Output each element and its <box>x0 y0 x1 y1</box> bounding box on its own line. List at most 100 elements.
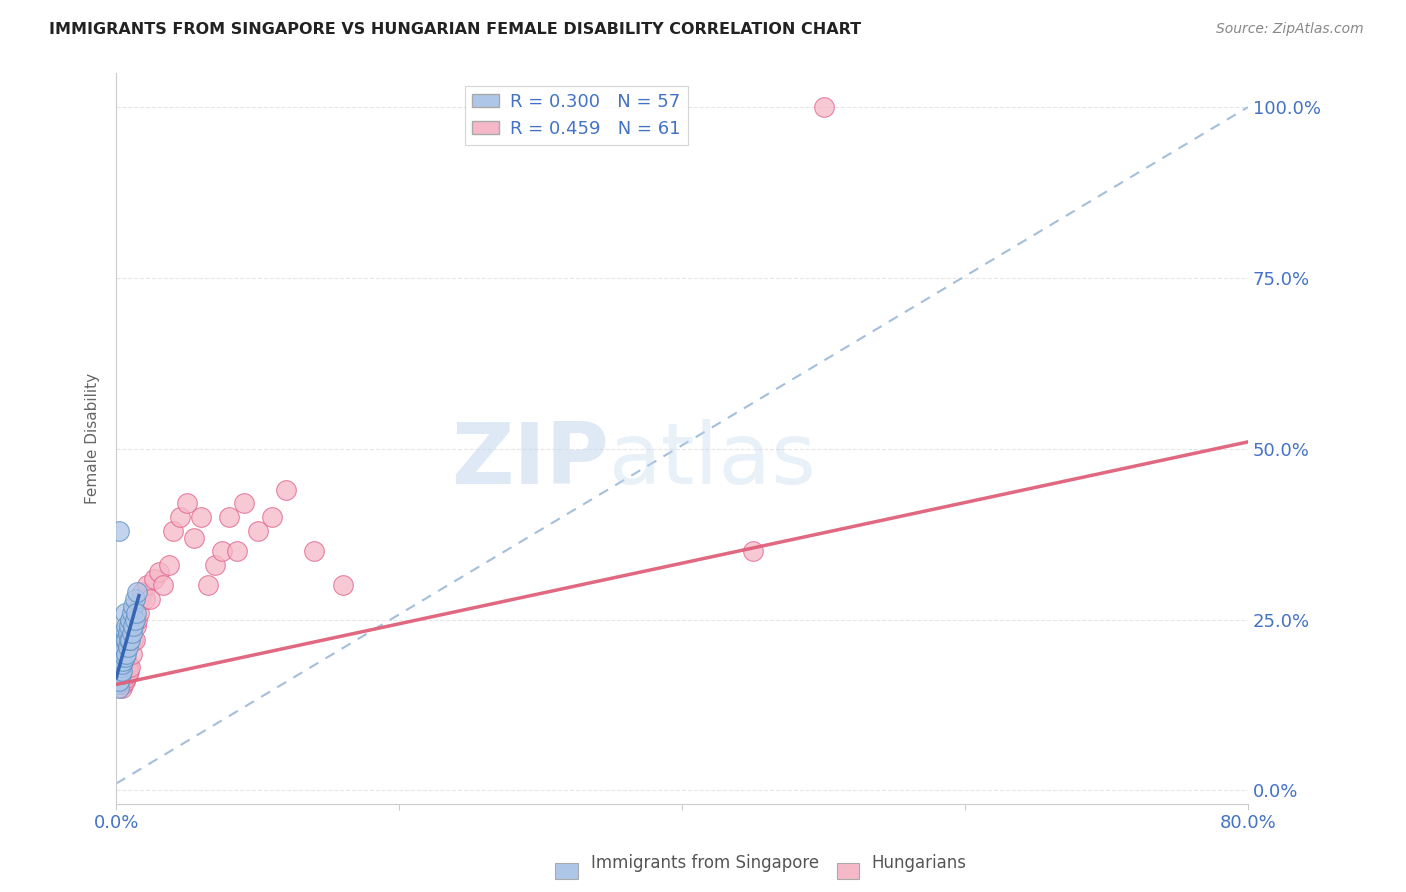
Point <box>117 667 139 681</box>
Point <box>115 660 138 674</box>
Point <box>110 677 132 691</box>
Point <box>108 673 131 688</box>
Point <box>111 650 134 665</box>
Point <box>110 664 132 678</box>
Point <box>107 636 129 650</box>
Point <box>112 626 135 640</box>
Point <box>190 510 212 524</box>
Point <box>110 671 132 685</box>
Text: Hungarians: Hungarians <box>872 855 967 872</box>
Point <box>110 633 132 648</box>
Point <box>118 664 141 678</box>
Point <box>152 578 174 592</box>
Point <box>122 599 145 613</box>
Point <box>108 673 131 688</box>
Point <box>111 657 134 671</box>
Point <box>107 660 129 674</box>
Text: atlas: atlas <box>609 419 817 502</box>
Point <box>274 483 297 497</box>
Point <box>129 592 152 607</box>
Point <box>120 613 142 627</box>
Point <box>120 660 142 674</box>
Point <box>111 664 134 678</box>
Point <box>111 681 134 695</box>
Point <box>107 643 129 657</box>
Point <box>111 647 134 661</box>
Point <box>110 640 132 654</box>
Point <box>108 667 131 681</box>
Point <box>111 667 134 681</box>
Point <box>110 657 132 671</box>
Point <box>183 531 205 545</box>
Point <box>176 496 198 510</box>
Point <box>124 592 146 607</box>
Text: Source: ZipAtlas.com: Source: ZipAtlas.com <box>1216 22 1364 37</box>
Point <box>108 524 131 538</box>
Point <box>136 578 159 592</box>
Point <box>112 653 135 667</box>
Point <box>112 650 135 665</box>
Point <box>115 671 138 685</box>
Point <box>114 623 136 637</box>
Point <box>112 640 135 654</box>
Point <box>107 647 129 661</box>
Point <box>107 660 129 674</box>
Point <box>115 633 138 648</box>
Point <box>110 660 132 674</box>
Point <box>124 613 146 627</box>
Point <box>332 578 354 592</box>
Point <box>107 653 129 667</box>
Point <box>741 544 763 558</box>
Point <box>105 667 128 681</box>
Point <box>121 626 143 640</box>
Point <box>148 565 170 579</box>
Point <box>225 544 247 558</box>
Point <box>128 606 150 620</box>
Point <box>122 619 145 633</box>
Point <box>114 664 136 678</box>
Point <box>114 640 136 654</box>
Point <box>125 606 148 620</box>
Text: IMMIGRANTS FROM SINGAPORE VS HUNGARIAN FEMALE DISABILITY CORRELATION CHART: IMMIGRANTS FROM SINGAPORE VS HUNGARIAN F… <box>49 22 862 37</box>
Point <box>108 653 131 667</box>
Point <box>127 585 149 599</box>
Point <box>114 673 136 688</box>
Point <box>121 647 143 661</box>
Point <box>124 633 146 648</box>
Point <box>115 647 138 661</box>
Point <box>108 647 131 661</box>
Point <box>108 657 131 671</box>
Point <box>197 578 219 592</box>
Point <box>304 544 326 558</box>
Point <box>134 592 156 607</box>
Point <box>211 544 233 558</box>
Point <box>162 524 184 538</box>
Point <box>107 650 129 665</box>
Point <box>110 653 132 667</box>
Point <box>157 558 180 572</box>
Point <box>112 671 135 685</box>
Point <box>232 496 254 510</box>
Point <box>125 619 148 633</box>
Point <box>115 619 138 633</box>
Point <box>112 647 135 661</box>
Point <box>117 657 139 671</box>
Point <box>139 592 162 607</box>
Point <box>107 664 129 678</box>
Point <box>118 633 141 648</box>
Point <box>260 510 283 524</box>
Point <box>108 660 131 674</box>
Point <box>115 633 138 648</box>
Point <box>246 524 269 538</box>
Point <box>107 640 129 654</box>
Point <box>110 647 132 661</box>
Point <box>813 100 835 114</box>
Point <box>131 585 153 599</box>
Point <box>117 640 139 654</box>
Point <box>114 633 136 648</box>
Point <box>204 558 226 572</box>
Point <box>117 626 139 640</box>
Point <box>108 664 131 678</box>
Point <box>111 673 134 688</box>
Point <box>112 677 135 691</box>
